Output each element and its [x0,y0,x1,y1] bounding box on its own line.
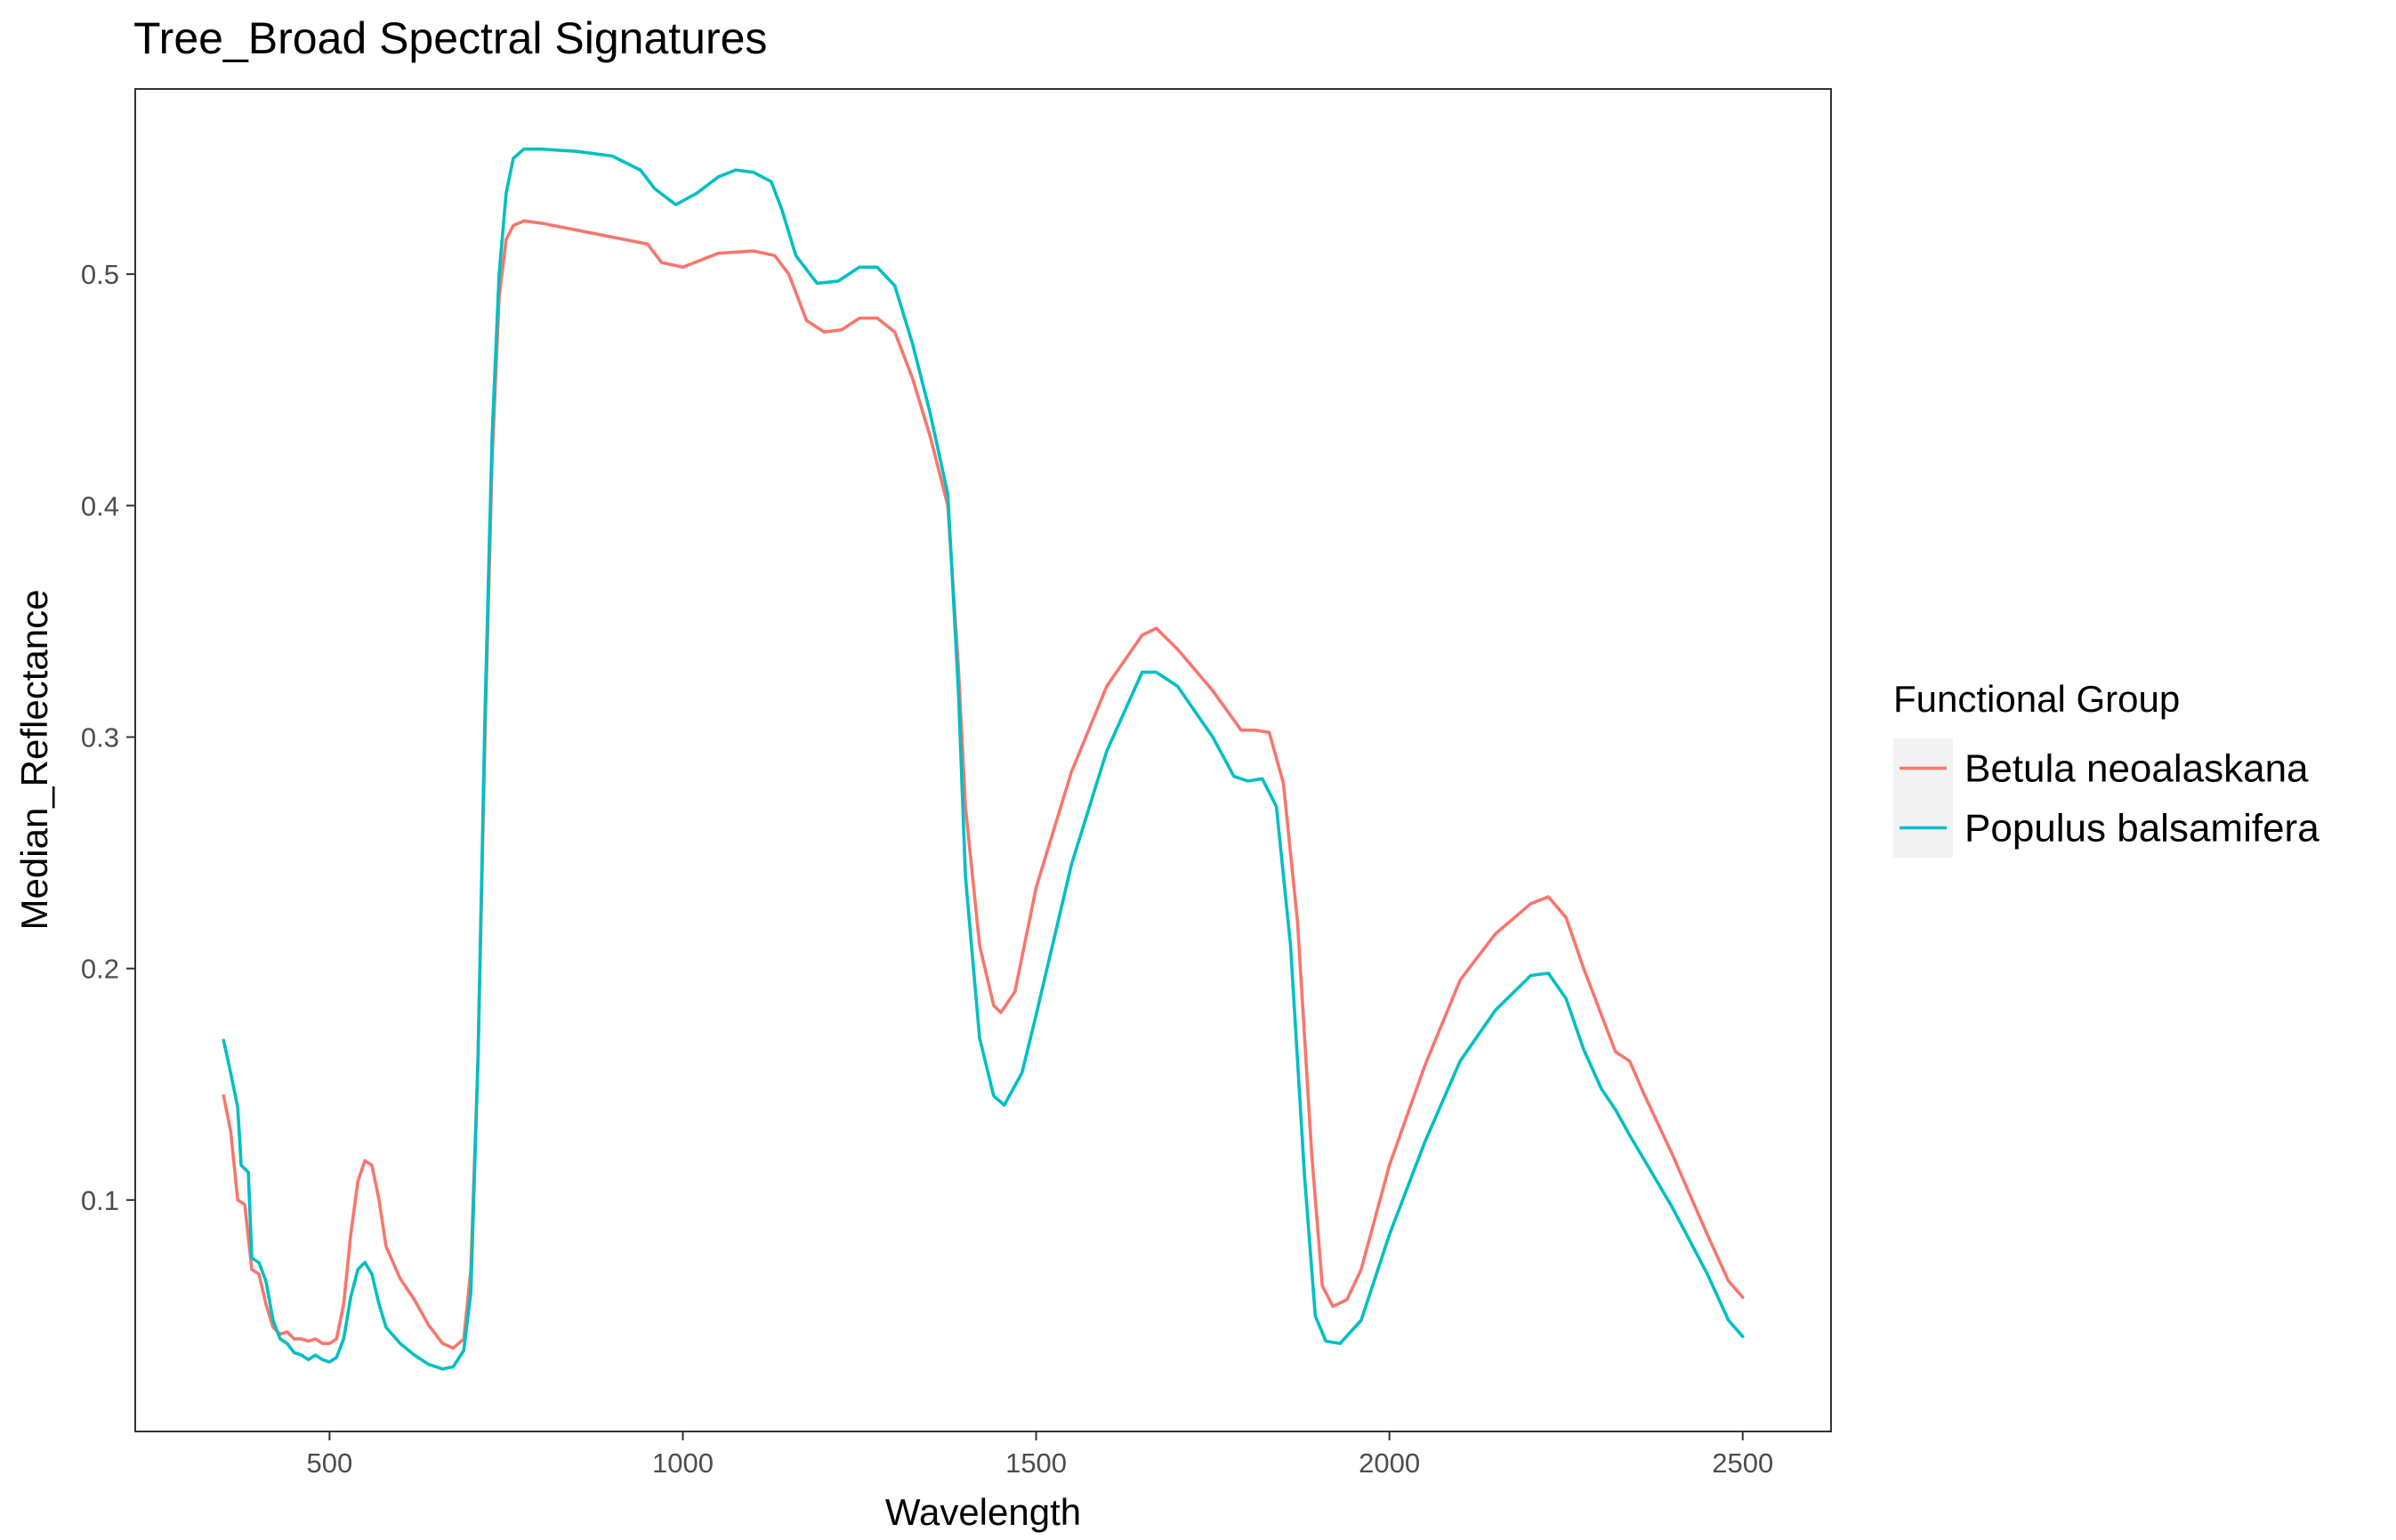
x-axis-title: Wavelength [885,1491,1081,1533]
x-tick-label: 2500 [1712,1447,1773,1479]
chart-title: Tree_Broad Spectral Signatures [133,13,767,63]
x-tick-label: 500 [307,1447,353,1479]
x-tick-label: 1000 [652,1447,714,1479]
legend: Functional Group Betula neoalaskana Popul… [1893,678,2319,858]
y-axis-title: Median_Reflectance [13,590,55,931]
x-axis: 500 1000 1500 2000 2500 [307,1431,1773,1479]
legend-label: Betula neoalaskana [1964,747,2309,791]
legend-item: Populus balsamifera [1893,798,2319,858]
y-tick-label: 0.1 [81,1185,119,1216]
series-layer [222,147,1745,1371]
y-tick-label: 0.5 [81,259,119,290]
legend-label: Populus balsamifera [1964,807,2319,851]
x-tick-label: 2000 [1359,1447,1420,1479]
legend-items: Betula neoalaskana Populus balsamifera [1893,738,2319,858]
x-tick-label: 1500 [1005,1447,1067,1479]
plot-panel [134,88,1832,1432]
series-line-0 [222,219,1745,1351]
y-tick-label: 0.2 [81,954,119,985]
y-axis: 0.1 0.2 0.3 0.4 0.5 [81,259,135,1216]
series-line-1 [222,147,1745,1371]
y-tick-label: 0.4 [81,490,119,521]
legend-title: Functional Group [1893,678,2180,720]
y-tick-label: 0.3 [81,722,119,753]
legend-item: Betula neoalaskana [1893,738,2309,798]
